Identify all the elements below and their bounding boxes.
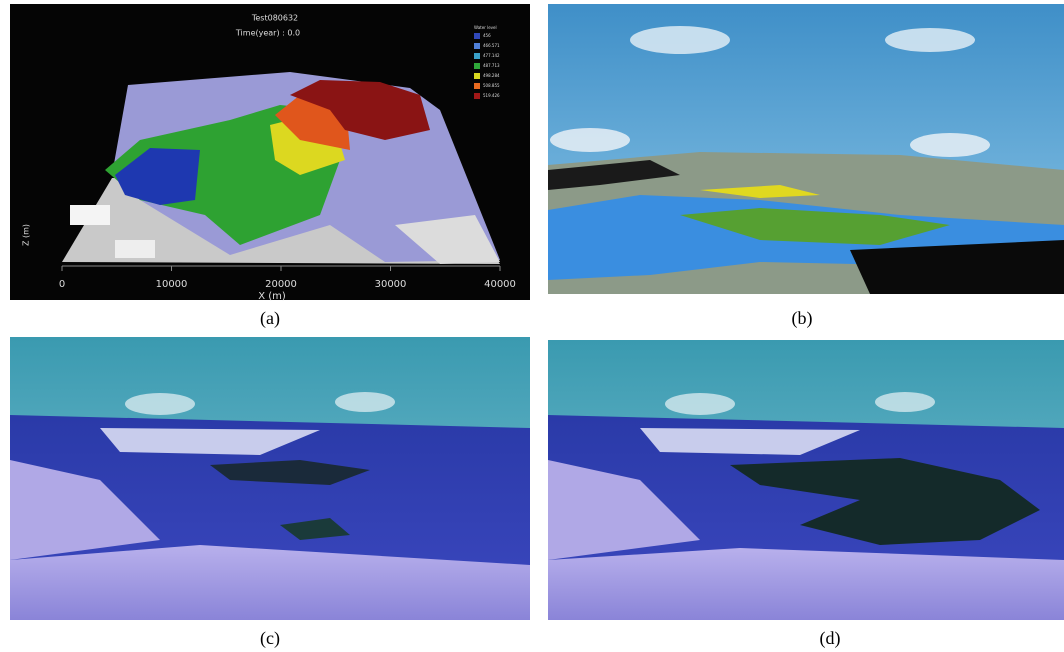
figure: Test080632 Time(year) : 0.0 Water level …: [0, 0, 1064, 652]
panel-label: (c): [260, 628, 280, 649]
legend-swatch: [474, 93, 480, 99]
legend-swatch: [474, 73, 480, 79]
x-tick-label: 10000: [156, 279, 188, 290]
building: [115, 240, 155, 258]
x-tick-label: 40000: [484, 279, 516, 290]
legend-entry: 477.142: [483, 53, 500, 58]
panel-d: [548, 340, 1064, 620]
legend-entry: 519.426: [483, 93, 500, 98]
panel-a: Test080632 Time(year) : 0.0 Water level …: [10, 4, 530, 302]
cloud: [910, 133, 990, 157]
cloud: [875, 392, 935, 412]
panel-title: Test080632: [251, 14, 298, 23]
building: [70, 205, 110, 225]
cloud: [885, 28, 975, 52]
cloud: [630, 26, 730, 54]
figure-canvas: Test080632 Time(year) : 0.0 Water level …: [0, 0, 1064, 652]
legend-swatch: [474, 33, 480, 39]
legend-entry: 456: [483, 33, 491, 38]
legend-entry: 487.713: [483, 63, 500, 68]
cloud: [550, 128, 630, 152]
panel-label: (a): [260, 308, 280, 329]
x-tick-label: 20000: [265, 279, 297, 290]
cloud: [665, 393, 735, 415]
panel-label: (d): [820, 628, 841, 649]
legend-swatch: [474, 63, 480, 69]
legend-entry: 498.284: [483, 73, 500, 78]
panel-label: (b): [792, 308, 813, 329]
shore: [548, 548, 1064, 620]
panel-b: [548, 4, 1064, 294]
legend-entry: 466.571: [483, 43, 500, 48]
z-axis-label: Z (m): [22, 224, 31, 246]
x-tick-label: 0: [59, 279, 65, 290]
legend-entry: 508.855: [483, 83, 500, 88]
cloud: [125, 393, 195, 415]
panel-c: [10, 337, 530, 620]
cloud: [335, 392, 395, 412]
legend-swatch: [474, 53, 480, 59]
legend-title: Water level: [474, 25, 497, 30]
x-tick-label: 30000: [375, 279, 407, 290]
legend-swatch: [474, 43, 480, 49]
time-label: Time(year) : 0.0: [235, 29, 300, 38]
x-axis-label: X (m): [258, 291, 286, 302]
legend-swatch: [474, 83, 480, 89]
